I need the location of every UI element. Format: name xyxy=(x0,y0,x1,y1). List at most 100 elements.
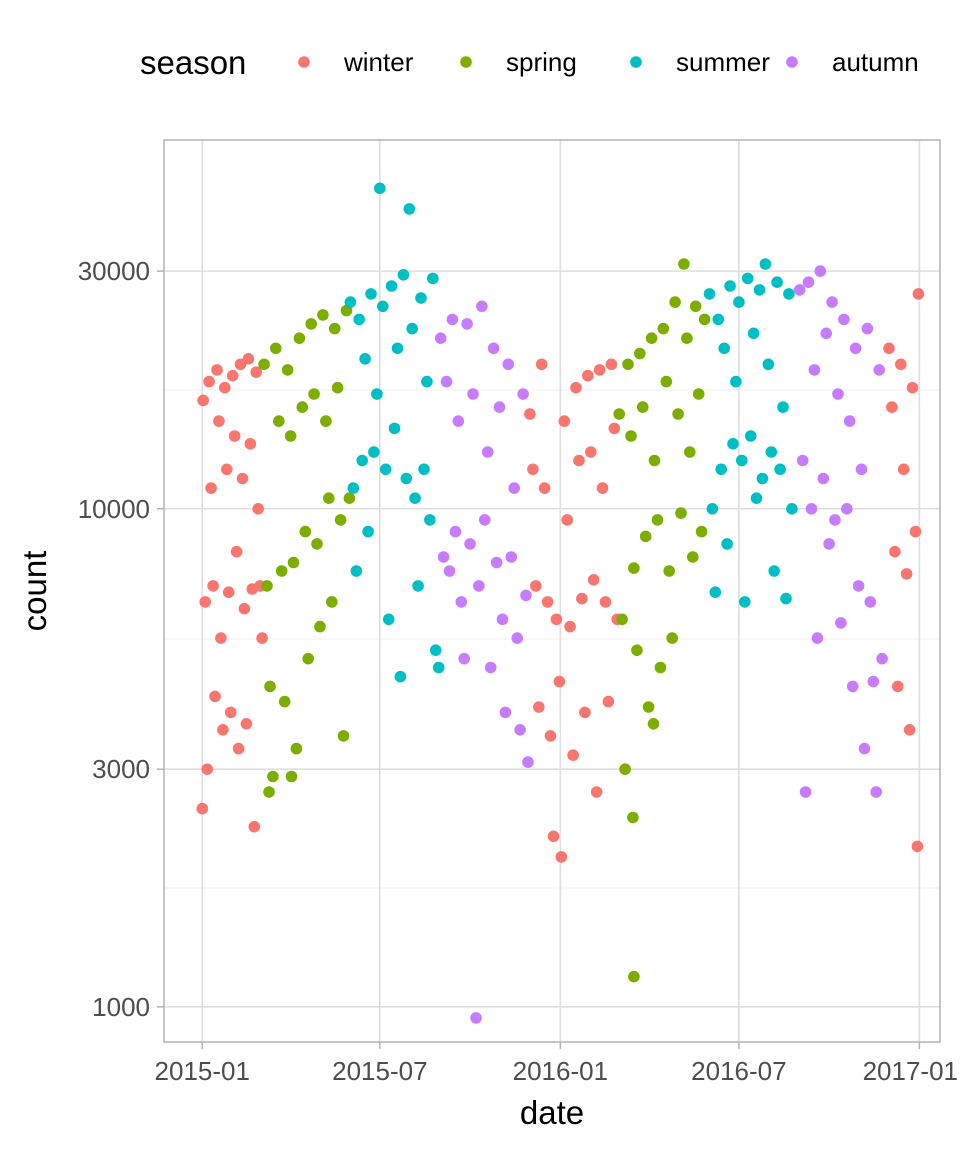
y-tick-label: 1000 xyxy=(92,992,150,1022)
data-point xyxy=(849,342,862,355)
data-point xyxy=(337,730,350,742)
data-point xyxy=(290,742,303,755)
data-point xyxy=(692,388,705,400)
data-point xyxy=(744,430,757,442)
data-point xyxy=(687,551,699,563)
x-tick-label: 2017-01 xyxy=(863,1056,958,1086)
data-point xyxy=(397,269,410,281)
x-axis-title: date xyxy=(520,1094,584,1131)
data-point xyxy=(753,284,766,296)
data-point xyxy=(323,492,335,505)
data-point xyxy=(232,742,245,755)
data-point xyxy=(666,632,678,644)
data-point xyxy=(452,415,465,427)
data-point xyxy=(570,381,582,394)
data-point xyxy=(415,292,427,304)
data-point xyxy=(593,364,606,376)
data-point xyxy=(533,701,545,713)
data-point xyxy=(599,596,612,608)
data-point xyxy=(587,574,600,586)
data-point xyxy=(467,388,479,400)
data-point xyxy=(727,438,739,450)
data-point xyxy=(582,369,594,382)
data-point xyxy=(356,454,369,467)
data-point xyxy=(634,347,646,360)
data-point xyxy=(350,565,363,577)
data-point xyxy=(421,375,433,388)
data-point xyxy=(715,463,727,476)
data-point xyxy=(461,318,473,330)
data-point xyxy=(437,551,450,563)
data-point xyxy=(535,358,548,371)
data-point xyxy=(739,596,751,608)
data-point xyxy=(759,258,772,270)
data-point xyxy=(639,530,652,543)
data-point xyxy=(377,300,389,313)
data-point xyxy=(440,375,453,388)
data-point xyxy=(473,580,485,592)
data-point xyxy=(747,327,760,340)
data-point xyxy=(284,430,297,442)
data-point xyxy=(889,545,901,558)
data-point xyxy=(730,375,742,388)
data-point xyxy=(590,786,603,798)
data-point xyxy=(493,401,506,413)
data-point xyxy=(873,364,885,376)
data-point xyxy=(741,272,754,285)
data-point xyxy=(900,568,913,580)
data-point xyxy=(517,388,529,400)
data-point xyxy=(499,706,512,719)
data-point xyxy=(855,463,868,476)
data-point xyxy=(275,565,288,577)
data-point xyxy=(829,514,841,526)
data-point xyxy=(544,730,557,742)
data-point xyxy=(721,538,733,550)
data-point xyxy=(648,454,661,467)
data-point xyxy=(647,718,660,730)
data-point xyxy=(780,592,792,605)
data-point xyxy=(305,318,318,330)
data-point xyxy=(602,695,615,708)
data-point xyxy=(481,446,494,458)
data-point xyxy=(365,288,377,300)
data-point xyxy=(196,802,209,815)
data-point xyxy=(429,644,442,656)
data-point xyxy=(368,446,380,458)
data-point xyxy=(547,830,560,843)
data-point xyxy=(250,366,262,379)
data-point xyxy=(317,309,329,321)
data-point xyxy=(805,503,818,515)
data-point xyxy=(449,525,462,538)
legend-label: winter xyxy=(343,47,414,77)
data-point xyxy=(558,415,571,427)
data-point xyxy=(636,401,649,413)
data-point xyxy=(432,661,445,674)
data-point xyxy=(287,556,300,569)
data-point xyxy=(434,332,447,345)
series-spring xyxy=(258,258,711,983)
data-point xyxy=(814,265,827,277)
data-point xyxy=(331,381,344,394)
data-point xyxy=(906,381,919,394)
legend-items: winter spring summer autumn xyxy=(298,47,919,77)
x-tick-label: 2016-01 xyxy=(513,1056,608,1086)
data-point xyxy=(628,970,640,983)
data-point xyxy=(774,463,786,476)
data-point xyxy=(197,394,209,407)
data-point xyxy=(362,525,374,538)
data-point xyxy=(799,786,812,798)
data-point xyxy=(783,288,795,300)
data-point xyxy=(199,596,211,608)
data-point xyxy=(379,463,392,476)
data-point xyxy=(374,182,386,195)
data-point xyxy=(793,284,806,296)
data-point xyxy=(689,300,702,313)
data-point xyxy=(203,375,215,388)
data-point xyxy=(657,322,670,335)
data-point xyxy=(579,706,591,719)
data-point xyxy=(226,369,239,382)
data-point xyxy=(326,596,338,608)
data-point xyxy=(541,596,554,608)
data-point xyxy=(619,763,631,775)
